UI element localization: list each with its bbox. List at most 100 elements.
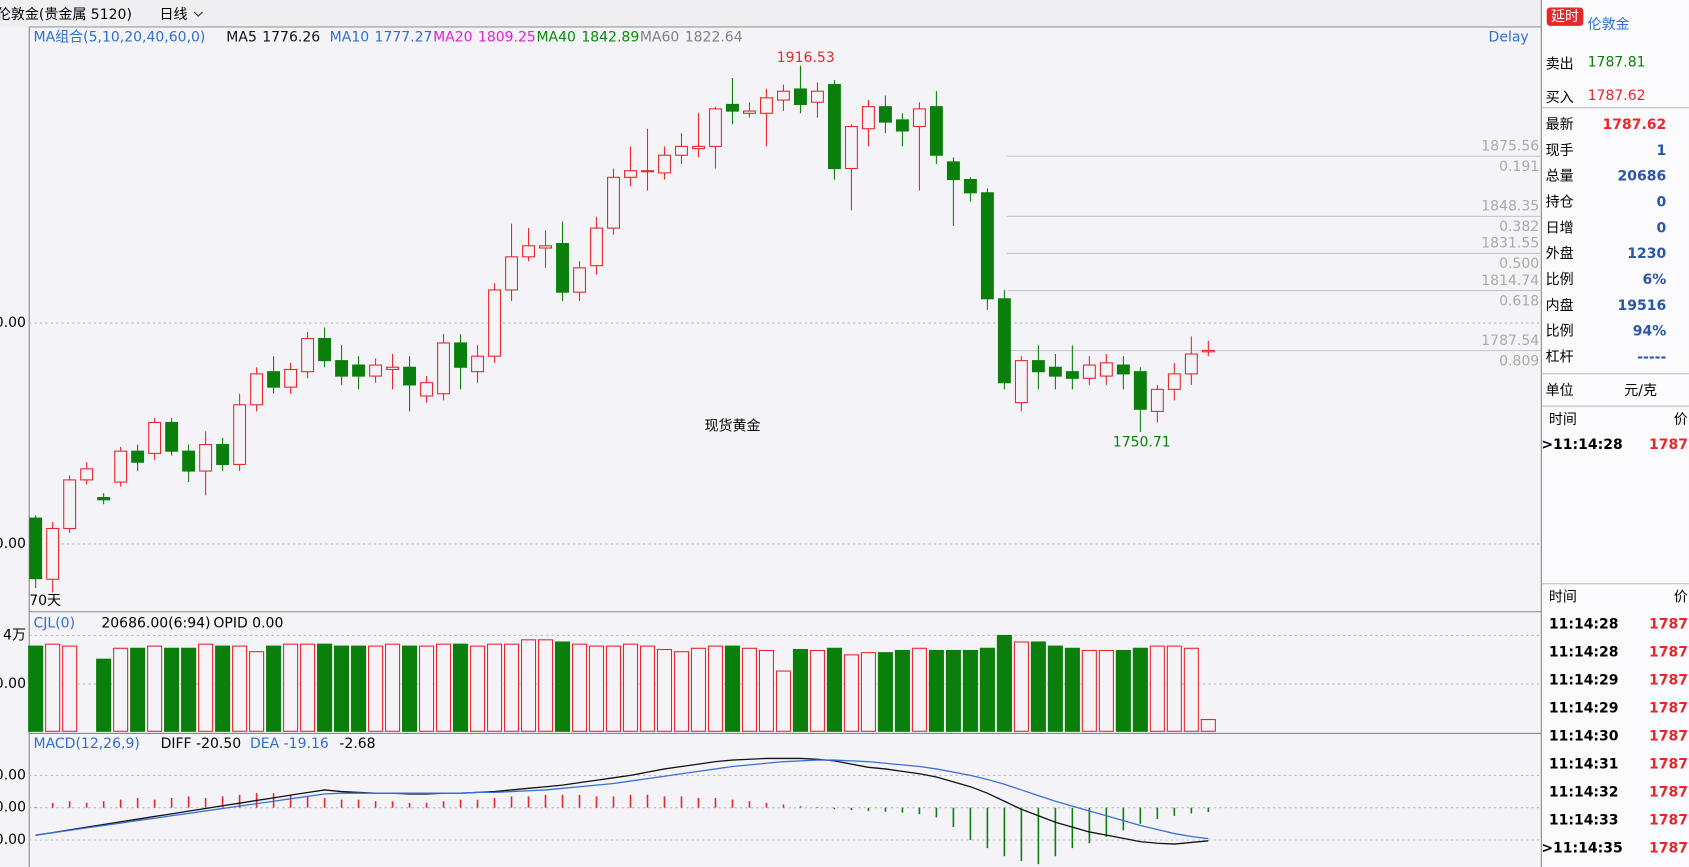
candle-body [301, 338, 315, 373]
volume-bar [317, 643, 333, 732]
candle-body [522, 245, 535, 258]
candle-body [488, 289, 501, 357]
stat-label: 比例 [1546, 324, 1574, 340]
tick-price: 1787. [1649, 701, 1689, 717]
macd-label: -2.68 [339, 736, 375, 752]
candle-body [1082, 364, 1096, 379]
volume-bar [283, 643, 299, 732]
candle-body [318, 338, 332, 362]
volume-bar [1098, 649, 1114, 732]
high-label: 1916.53 [777, 50, 835, 66]
ma-legend-item: MA40 1842.89 [536, 30, 639, 46]
candle-body [861, 106, 875, 130]
stat-value: 19516 [1618, 298, 1667, 314]
tick-time: 11:14:28 [1549, 645, 1619, 661]
candle-body [1133, 371, 1147, 410]
volume-title[interactable]: CJL(0) [34, 616, 76, 632]
period[interactable]: 日线 [160, 7, 188, 23]
candle-body [692, 145, 705, 150]
ma-title[interactable]: MA组合(5,10,20,40,60,0) [34, 30, 206, 46]
candle-body [743, 110, 756, 114]
stat-value: 1230 [1627, 246, 1666, 262]
header-time: 时间 [1549, 412, 1577, 428]
y-tick-label: 0.00 [0, 800, 26, 816]
volume-bar [571, 643, 588, 732]
sell-price: 1787.81 [1588, 54, 1646, 70]
volume-bar [622, 643, 639, 732]
volume-bar [503, 643, 520, 732]
quote-panel-bg [1542, 0, 1689, 867]
candle-body [539, 245, 552, 249]
candle-body [233, 404, 247, 465]
diff-line [35, 757, 1209, 845]
volume-bar [911, 647, 927, 732]
volume-bar [962, 649, 978, 732]
ma-legend-item: MA60 1822.64 [640, 30, 743, 46]
candle-body [759, 97, 773, 114]
candle-body [216, 444, 230, 465]
y-tick-label: 4万 [3, 627, 26, 643]
macd-title[interactable]: MACD(12,26,9) [34, 736, 140, 752]
volume-bar [215, 645, 231, 732]
candle-body [844, 125, 858, 170]
tick-time: 11:14:32 [1549, 785, 1619, 801]
volume-bar [537, 639, 554, 732]
volume-bar [979, 647, 995, 732]
candle-body [1116, 364, 1130, 375]
ma-name: MA5 [226, 30, 257, 46]
candle-body [284, 368, 298, 388]
volume-bar [453, 643, 469, 732]
stat-label: 外盘 [1546, 245, 1574, 262]
volume-bar [1115, 649, 1131, 732]
candle-body [505, 256, 518, 291]
unit-label: 单位 [1546, 383, 1574, 399]
candle-body [454, 342, 468, 368]
volume-bar [1081, 649, 1097, 732]
candle-body [97, 497, 111, 501]
fib-price: 1848.35 [1481, 199, 1539, 215]
volume-bar [436, 643, 452, 732]
tick-price: 1787. [1649, 617, 1689, 633]
header-price: 价 [1674, 590, 1688, 606]
candle-body [895, 119, 909, 132]
volume-bar [877, 652, 893, 732]
volume-bar [554, 641, 571, 732]
low-label: 1750.71 [1113, 435, 1171, 451]
stat-label: 最新 [1546, 117, 1574, 133]
candle-body [641, 170, 654, 173]
ma-value: 1777.27 [375, 30, 433, 46]
tick-time: >11:14:35 [1541, 841, 1622, 857]
candle-body [199, 444, 213, 472]
candle-body [46, 527, 60, 580]
volume-bar [860, 652, 876, 732]
volume-bar [996, 634, 1012, 732]
volume-bar [605, 645, 622, 732]
candle-body [709, 108, 722, 147]
symbol[interactable]: 伦敦金(贵金属 5120) [0, 7, 132, 23]
y-tick-label: 1800.00 [0, 315, 26, 331]
candle-body [403, 366, 417, 386]
candle-body [912, 108, 926, 128]
fib-ratio: 0.618 [1499, 293, 1539, 309]
candle-body [963, 178, 977, 194]
stat-label: 持仓 [1546, 194, 1574, 210]
volume-bar [351, 645, 367, 732]
volume-bar [809, 649, 825, 732]
diff-label: DIFF -20.50 [161, 736, 242, 752]
buy-price: 1787.62 [1588, 88, 1646, 104]
stat-label: 比例 [1546, 272, 1574, 288]
candle-body [182, 450, 196, 472]
candle-body [658, 154, 671, 174]
candle-body [1099, 362, 1113, 377]
sell-label: 卖出 [1546, 57, 1574, 73]
candle-body [437, 342, 451, 395]
volume-bar [639, 645, 656, 732]
stat-label: 日增 [1546, 220, 1574, 236]
tick-price: 1787. [1649, 841, 1689, 857]
stat-value: 94% [1633, 324, 1667, 340]
toolbar [0, 0, 1541, 27]
ma-value: 1842.89 [581, 30, 639, 46]
candle-body [793, 88, 807, 105]
fib-price: 1875.56 [1481, 139, 1539, 155]
